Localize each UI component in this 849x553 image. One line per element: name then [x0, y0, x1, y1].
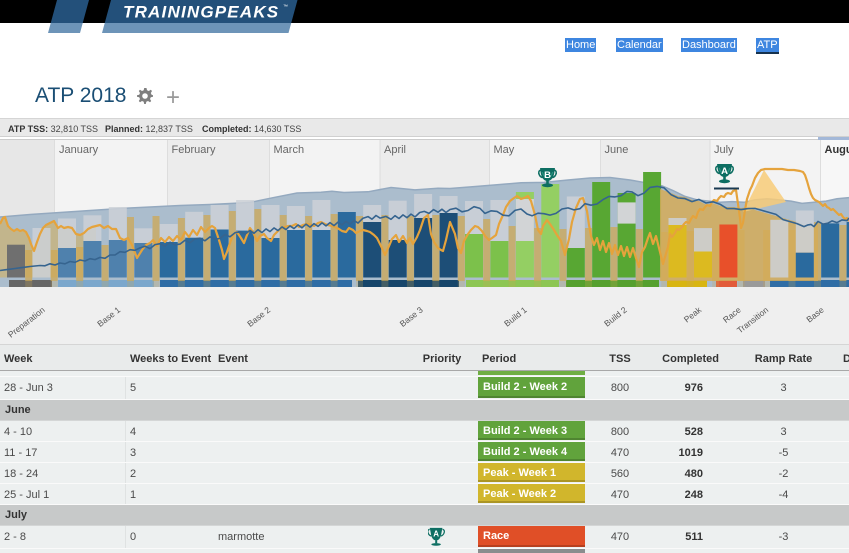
svg-text:February: February [172, 144, 217, 156]
svg-text:May: May [494, 144, 515, 156]
svg-text:A: A [433, 530, 439, 539]
svg-text:TRAININGPEAKS: TRAININGPEAKS [123, 3, 279, 22]
svg-text:A: A [721, 166, 728, 177]
svg-text:B: B [544, 170, 551, 181]
svg-text:April: April [384, 144, 406, 156]
svg-text:August: August [825, 144, 849, 156]
svg-text:™: ™ [283, 4, 288, 10]
svg-text:July: July [714, 144, 734, 156]
svg-text:March: March [274, 144, 305, 156]
svg-text:June: June [605, 144, 629, 156]
svg-text:January: January [59, 144, 99, 156]
